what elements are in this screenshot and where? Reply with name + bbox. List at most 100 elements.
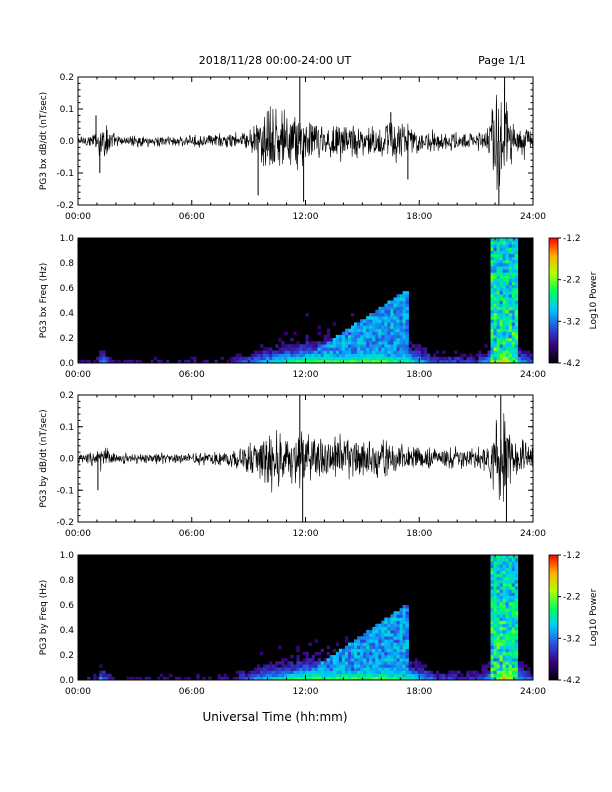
spectrogram-cell xyxy=(499,341,503,345)
spectrogram-cell xyxy=(290,347,294,351)
spectrogram-cell xyxy=(402,294,406,298)
spectrogram-cell xyxy=(390,300,394,304)
y-tick-label: 0.0 xyxy=(60,359,75,369)
spectrogram-cell xyxy=(314,670,318,675)
spectrogram-cell xyxy=(402,334,406,339)
spectrogram-cell xyxy=(472,359,476,364)
spectrogram-cell xyxy=(378,306,382,311)
spectrogram-cell xyxy=(372,325,376,329)
spectrogram-cell xyxy=(517,676,522,681)
spectrogram-cell xyxy=(281,664,285,668)
spectrogram-cell xyxy=(460,353,464,358)
spectrogram-cell xyxy=(490,338,494,342)
spectrogram-cell xyxy=(357,651,361,656)
spectrogram-cell xyxy=(487,661,491,665)
spectrogram-cell xyxy=(250,676,255,681)
spectrogram-cell xyxy=(493,278,497,283)
spectrogram-cell xyxy=(496,269,500,273)
spectrogram-cell xyxy=(502,338,506,342)
spectrogram-cell xyxy=(384,658,388,662)
spectrogram-cell xyxy=(505,353,510,358)
spectrogram-cell xyxy=(332,356,337,361)
spectrogram-cell xyxy=(493,564,497,568)
spectrogram-cell xyxy=(369,350,373,354)
spectrogram-cell xyxy=(363,331,367,336)
spectrogram-cell xyxy=(335,673,340,678)
spectrogram-cell xyxy=(402,658,406,662)
spectrogram-cell xyxy=(505,269,510,273)
spectrogram-cell xyxy=(454,676,458,681)
spectrogram-cell xyxy=(329,664,334,668)
spectrogram-cell xyxy=(514,580,519,584)
spectrogram-cell xyxy=(505,294,510,298)
spectrogram-cell xyxy=(93,673,97,678)
spectrogram-cell xyxy=(375,350,379,354)
spectrogram-cell xyxy=(511,576,516,581)
spectrogram-cell xyxy=(490,586,494,590)
spectrogram-cell xyxy=(390,322,394,326)
spectrogram-cell xyxy=(290,670,294,675)
spectrogram-cell xyxy=(326,664,331,668)
spectrogram-cell xyxy=(514,626,519,631)
spectrogram-cell xyxy=(496,651,500,656)
spectrogram-cell xyxy=(351,347,355,351)
spectrogram-cell xyxy=(338,359,343,364)
spectrogram-cell xyxy=(332,673,337,678)
spectrogram-cell xyxy=(499,626,503,631)
spectrogram-cell xyxy=(296,359,300,364)
spectrogram-cell xyxy=(508,350,513,354)
spectrogram-cell xyxy=(423,673,428,678)
spectrogram-cell xyxy=(335,670,340,675)
spectrogram-cell xyxy=(442,673,446,678)
spectrogram-cell xyxy=(338,658,343,662)
spectrogram-cell xyxy=(123,359,127,364)
spectrogram-cell xyxy=(396,313,400,317)
spectrogram-cell xyxy=(387,626,391,631)
spectrogram-cell xyxy=(508,623,513,628)
spectrogram-cell xyxy=(256,356,261,361)
spectrogram-cell xyxy=(390,313,394,317)
spectrogram-cell xyxy=(360,334,364,339)
spectrogram-cell xyxy=(375,658,379,662)
spectrogram-cell xyxy=(508,648,513,653)
spectrogram-cell xyxy=(399,322,403,326)
spectrogram-cell xyxy=(438,676,443,681)
spectrogram-cell xyxy=(281,670,285,675)
spectrogram-cell xyxy=(235,353,240,358)
spectrogram-cell xyxy=(314,639,318,643)
spectrogram-cell xyxy=(505,281,510,286)
spectrogram-cell xyxy=(393,639,397,643)
spectrogram-cell xyxy=(390,309,394,314)
spectrogram-cell xyxy=(511,306,516,311)
spectrogram-cell xyxy=(493,294,497,298)
spectrogram-cell xyxy=(344,651,349,656)
spectrogram-cell xyxy=(302,673,306,678)
spectrogram-cell xyxy=(369,651,373,656)
spectrogram-cell xyxy=(278,350,282,354)
spectrogram-cell xyxy=(372,648,376,653)
spectrogram-cell xyxy=(493,658,497,662)
spectrogram-cell xyxy=(493,347,497,351)
spectrogram-cell xyxy=(354,338,358,342)
spectrogram-cell xyxy=(96,676,100,681)
spectrogram-cell xyxy=(496,567,500,571)
spectrogram-cell xyxy=(505,350,510,354)
spectrogram-cell xyxy=(487,356,491,361)
spectrogram-cell xyxy=(381,319,385,323)
spectrogram-cell xyxy=(511,278,516,283)
spectrogram-cell xyxy=(505,636,510,640)
spectrogram-cell xyxy=(405,291,409,295)
spectrogram-cell xyxy=(514,250,519,254)
spectrogram-cell xyxy=(335,341,340,345)
spectrogram-cell xyxy=(514,322,519,326)
spectrogram-cell xyxy=(253,359,258,364)
spectrogram-cell xyxy=(344,658,349,662)
spectrogram-cell xyxy=(338,353,343,358)
spectrogram-cell xyxy=(432,353,437,358)
spectrogram-cell xyxy=(369,359,373,364)
spectrogram-cell xyxy=(296,356,300,361)
spectrogram-cell xyxy=(496,294,500,298)
spectrogram-cell xyxy=(384,353,388,358)
spectrogram-cell xyxy=(396,294,400,298)
spectrogram-cell xyxy=(466,670,470,675)
